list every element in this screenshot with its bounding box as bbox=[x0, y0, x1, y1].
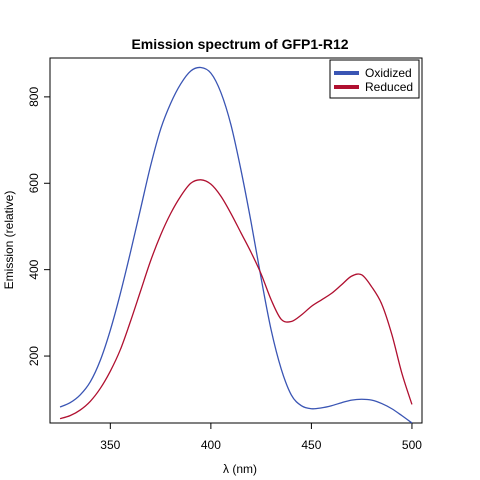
y-axis-label: Emission (relative) bbox=[2, 191, 16, 290]
y-tick-label: 400 bbox=[27, 259, 41, 279]
chart-title: Emission spectrum of GFP1-R12 bbox=[131, 36, 348, 52]
legend-label-oxidized: Oxidized bbox=[365, 66, 412, 80]
x-tick-label: 350 bbox=[100, 438, 120, 452]
x-axis-label: λ (nm) bbox=[223, 462, 257, 476]
plot-box bbox=[49, 57, 423, 424]
series-layer bbox=[59, 66, 413, 424]
x-tick-label: 400 bbox=[201, 438, 221, 452]
series-line-oxidized bbox=[59, 66, 413, 424]
x-axis: 350 400 450 500 bbox=[100, 422, 422, 452]
legend-box bbox=[329, 59, 420, 99]
y-tick-label: 200 bbox=[27, 346, 41, 366]
y-tick-label: 600 bbox=[27, 173, 41, 193]
x-tick-label: 500 bbox=[402, 438, 422, 452]
series-line-reduced bbox=[59, 179, 413, 420]
y-axis: 200 400 600 800 bbox=[27, 87, 50, 366]
y-tick-label: 800 bbox=[27, 87, 41, 107]
legend: Oxidized Reduced bbox=[329, 59, 420, 99]
x-axis-symbol: λ bbox=[223, 462, 229, 476]
x-axis-unit: (nm) bbox=[229, 462, 257, 476]
x-tick-label: 450 bbox=[301, 438, 321, 452]
legend-label-reduced: Reduced bbox=[365, 80, 413, 94]
